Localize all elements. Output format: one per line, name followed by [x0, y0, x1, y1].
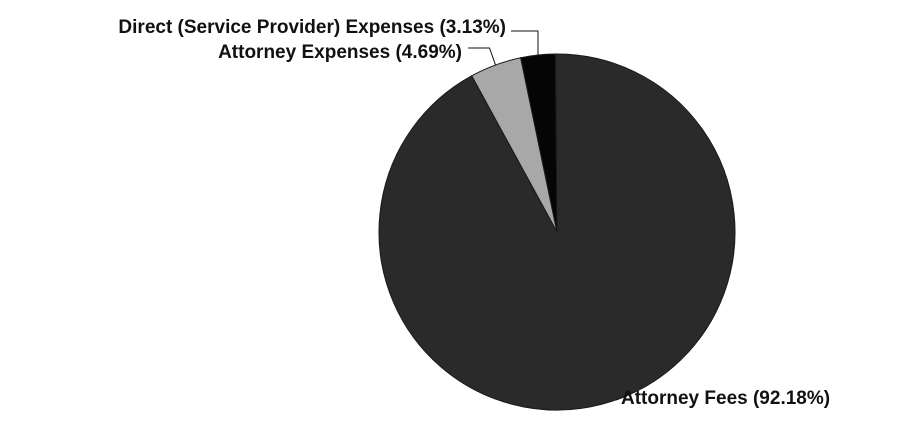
- pie-slice-attorney-fees: [378, 53, 736, 411]
- slice-label-direct-service-provider-expenses: Direct (Service Provider) Expenses (3.13…: [118, 17, 506, 38]
- leader-line-attorney-expenses: [468, 47, 496, 66]
- pie-slices: [378, 53, 736, 411]
- leader-line-direct-service-provider-expenses: [511, 30, 539, 56]
- leader-line-attorney-fees: [615, 392, 633, 401]
- slice-label-attorney-fees: Attorney Fees (92.18%): [621, 388, 830, 409]
- slice-labels: Attorney Fees (92.18%) Attorney Expenses…: [118, 17, 830, 409]
- leader-lines: [468, 30, 633, 401]
- slice-label-attorney-expenses: Attorney Expenses (4.69%): [218, 42, 462, 63]
